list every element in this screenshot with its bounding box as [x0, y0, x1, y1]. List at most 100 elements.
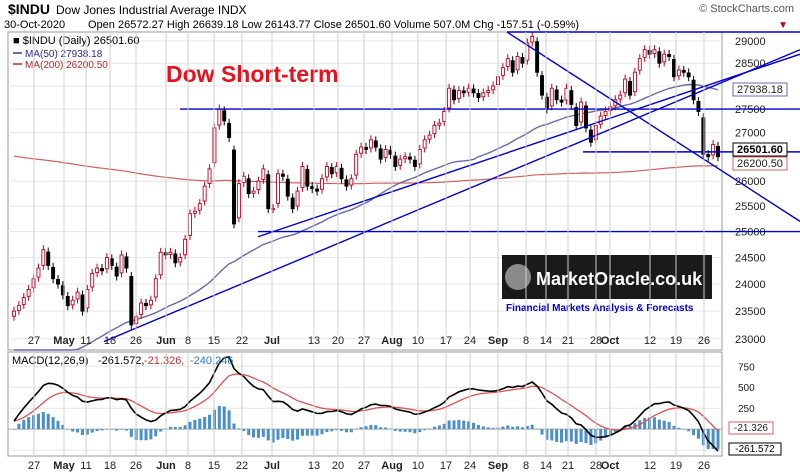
macd-hist-bar — [628, 425, 632, 430]
candle-body — [236, 183, 241, 219]
macd-hist-bar — [457, 419, 461, 430]
macd-hist-bar — [643, 417, 647, 430]
macd-hist-bar — [711, 429, 715, 450]
candle-body — [618, 94, 623, 100]
candle-body — [711, 144, 716, 156]
macd-hist-bar — [22, 419, 26, 430]
macd-panel — [7, 351, 723, 457]
candle-body — [368, 139, 373, 149]
macd-hist-bar — [511, 426, 515, 430]
price-tick-label: 24500 — [735, 253, 766, 265]
candle-body — [515, 55, 520, 71]
candle-body — [320, 178, 324, 190]
x-tick-label: 15 — [208, 335, 220, 347]
legend-ma200: MA(200) 26200.50 — [25, 60, 108, 71]
macd-hist-bar — [418, 429, 422, 433]
x-tick-label: 21 — [562, 460, 574, 472]
macd-hist-bar — [242, 429, 246, 432]
candle-body — [261, 168, 266, 180]
macd-hist-bar — [384, 427, 388, 430]
candle-body — [432, 125, 437, 135]
ma50-badge-label: 27938.18 — [737, 84, 783, 96]
candle-body — [408, 156, 412, 160]
x-tick-label: 8 — [523, 335, 529, 347]
candle-body — [354, 153, 359, 176]
macd-hist-bar — [672, 425, 676, 430]
macd-hist-bar — [413, 429, 417, 434]
x-tick-label: 17 — [440, 460, 452, 472]
candle-body — [232, 149, 236, 225]
price-tick-label: 24000 — [735, 279, 766, 291]
candle-body — [153, 278, 158, 298]
macd-hist-bar — [452, 420, 456, 430]
candle-body — [95, 267, 100, 274]
macd-hist-bar — [462, 420, 466, 430]
macd-hist-bar — [687, 429, 691, 432]
macd-hist-bar — [124, 429, 128, 431]
x-tick-label: Aug — [381, 335, 402, 347]
macd-hist-bar — [564, 429, 568, 442]
x-tick-label: 27 — [358, 460, 370, 472]
macd-hist-bar — [599, 429, 603, 441]
macd-hist-bar — [95, 429, 99, 432]
candle-body — [100, 268, 104, 272]
macd-hist-bar — [677, 427, 681, 430]
macd-hist-bar — [271, 429, 275, 443]
macd-hist-bar — [315, 429, 319, 436]
candle-body — [46, 251, 51, 266]
macd-hist-bar — [569, 429, 573, 442]
macd-hist-bar — [535, 428, 539, 430]
candle-body — [324, 165, 329, 178]
candle-body — [246, 178, 251, 195]
macd-signal-badge-label: -21.326 — [734, 423, 768, 434]
macd-hist-bar — [276, 429, 280, 440]
candle-body — [114, 266, 119, 277]
macd-hist-bar — [545, 429, 549, 440]
candle-body — [310, 186, 315, 190]
macd-hist-bar — [305, 429, 309, 436]
macd-hist-bar — [550, 429, 554, 441]
macd-hist-bar — [227, 410, 231, 430]
macd-hist-bar — [589, 429, 593, 445]
macd-hist-bar — [222, 406, 226, 430]
candle-body — [256, 180, 261, 191]
candle-body — [349, 178, 354, 186]
macd-hist-bar — [17, 423, 21, 430]
x-tick-label: 19 — [670, 460, 682, 472]
macd-hist-bar — [623, 426, 627, 430]
macd-hist-bar — [41, 412, 45, 430]
price-tick-label: 23000 — [735, 334, 766, 346]
candle-body — [579, 101, 584, 123]
macd-hist-bar — [286, 429, 290, 439]
ma200-series — [13, 155, 718, 185]
x-tick-label: May — [53, 335, 75, 347]
macd-hist-bar — [476, 425, 480, 430]
macd-hist-bar — [325, 429, 329, 432]
macd-hist-bar — [516, 426, 520, 430]
x-tick-label: 18 — [104, 460, 116, 472]
candle-body — [706, 154, 711, 158]
candle-body — [183, 238, 188, 256]
x-tick-label: 18 — [104, 335, 116, 347]
macd-hist-bar — [393, 429, 397, 431]
quote-line: Open 26572.27 High 26639.18 Low 26143.77… — [88, 19, 579, 31]
candle-body — [549, 87, 554, 107]
macd-hist-bar — [203, 416, 207, 430]
macd-hist-bar — [217, 405, 221, 430]
source-credit: © StockCharts.com — [699, 3, 794, 15]
macd-hist-bar — [330, 429, 334, 432]
candle-body — [158, 251, 163, 276]
trendlines — [103, 31, 800, 343]
candle-body — [461, 90, 466, 94]
macd-hist-bar — [530, 424, 534, 430]
candle-body — [51, 266, 56, 280]
x-tick-label: 20 — [332, 335, 344, 347]
candle-body — [329, 167, 334, 175]
macd-hist-bar — [340, 429, 344, 431]
macd-hist-bar — [579, 429, 583, 442]
candle-body — [227, 122, 232, 138]
candle-body — [632, 71, 637, 93]
macd-y-axis: 250 500 750 — [738, 362, 755, 415]
candle-body — [315, 188, 320, 192]
